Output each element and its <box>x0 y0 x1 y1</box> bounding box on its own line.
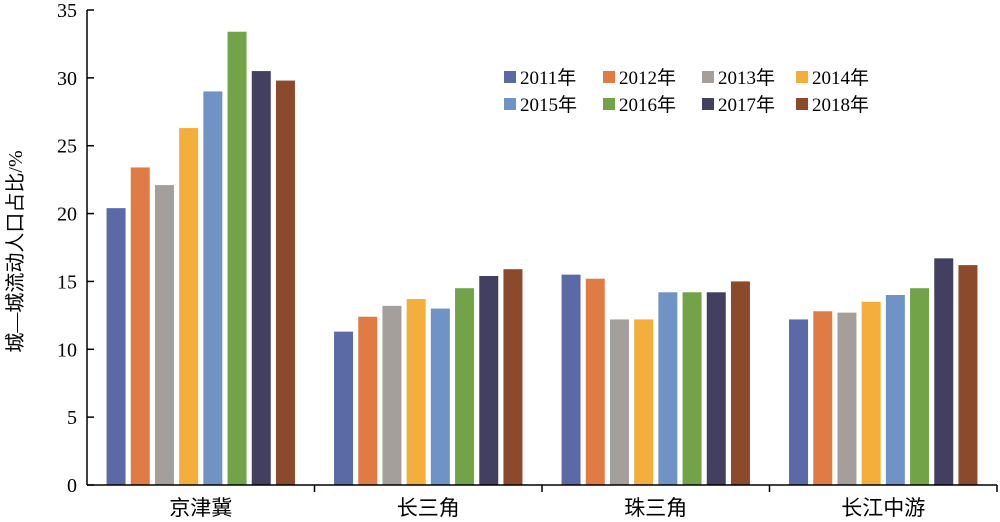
y-axis-label: 城—城流动人口占比/% <box>4 150 27 352</box>
x-category-label: 长江中游 <box>841 496 925 520</box>
legend-label: 2011年 <box>520 67 576 89</box>
legend-swatch <box>603 98 615 110</box>
legend-label: 2012年 <box>619 67 676 89</box>
legend-label: 2014年 <box>812 67 869 89</box>
bar <box>837 312 857 485</box>
x-category-label: 京津冀 <box>169 496 232 520</box>
legend-swatch <box>603 71 615 83</box>
bars-group <box>106 31 978 486</box>
legend-swatch <box>702 71 714 83</box>
bar <box>275 80 295 486</box>
y-tick-label: 5 <box>67 407 77 429</box>
bar <box>658 292 678 485</box>
y-axis-ticks: 0 5 10 15 20 25 30 35 <box>57 0 94 497</box>
bar <box>934 258 954 485</box>
y-tick-label: 25 <box>57 136 77 158</box>
bar <box>382 305 402 485</box>
bar <box>885 295 905 485</box>
bar <box>455 288 475 485</box>
bar <box>503 269 523 485</box>
legend-label: 2016年 <box>619 94 676 116</box>
bar <box>358 316 378 485</box>
bar <box>789 319 809 485</box>
bar <box>682 292 702 485</box>
y-tick-label: 10 <box>57 339 77 361</box>
bar <box>106 208 126 485</box>
legend-swatch <box>504 71 516 83</box>
y-tick-label: 35 <box>57 0 77 22</box>
bar <box>561 274 581 485</box>
bar <box>634 319 654 485</box>
y-tick-label: 30 <box>57 68 77 90</box>
legend-swatch <box>504 98 516 110</box>
bar <box>251 71 271 486</box>
x-category-label: 长三角 <box>397 496 460 520</box>
bar <box>730 281 750 485</box>
bar <box>154 185 174 486</box>
bar <box>227 31 247 485</box>
legend-label: 2017年 <box>718 94 775 116</box>
legend: 2011年 2012年 2013年 2014年 2015年 2016年 2017年 2018年 <box>504 67 869 116</box>
legend-swatch <box>702 98 714 110</box>
bar <box>958 265 978 485</box>
bar <box>609 319 629 485</box>
bar <box>479 276 499 485</box>
legend-label: 2015年 <box>520 94 577 116</box>
bar <box>203 91 223 485</box>
bar <box>910 288 930 485</box>
bar <box>334 331 354 485</box>
y-tick-label: 15 <box>57 271 77 293</box>
legend-label: 2018年 <box>812 94 869 116</box>
y-tick-label: 20 <box>57 204 77 226</box>
bar <box>706 292 726 485</box>
bar <box>861 301 881 485</box>
bar <box>130 167 150 485</box>
bar <box>585 278 605 485</box>
legend-label: 2013年 <box>718 67 775 89</box>
y-tick-label: 0 <box>67 475 77 497</box>
legend-swatch <box>796 98 808 110</box>
bar <box>813 311 833 485</box>
bar <box>430 308 450 485</box>
x-category-label: 珠三角 <box>624 496 687 520</box>
bar <box>406 299 426 485</box>
legend-swatch <box>796 71 808 83</box>
x-axis-ticks: 京津冀 长三角 珠三角 长江中游 <box>169 485 998 520</box>
bar <box>179 128 199 486</box>
